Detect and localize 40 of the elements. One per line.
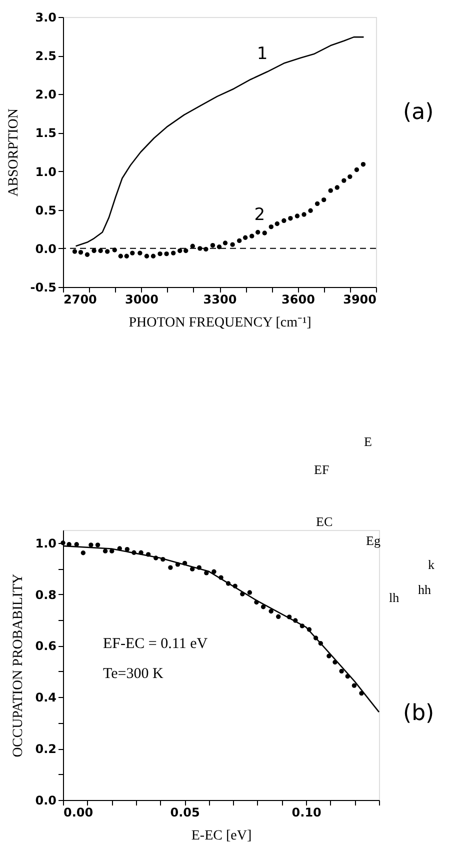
y-tick-label: 3.0 [35, 10, 56, 24]
text: E [364, 434, 372, 449]
series-label: 2 [254, 205, 266, 225]
text: (b) [403, 701, 434, 726]
text: EF [314, 462, 330, 477]
x-tick-label: 3600 [282, 292, 315, 306]
y-tick-label: -0.5 [30, 280, 56, 294]
annotation: Eg [366, 533, 381, 548]
line-series [75, 36, 364, 247]
x-axis-title: PHOTON FREQUENCY [cm⁻¹] [128, 316, 312, 330]
y-tick-label: 1.0 [35, 536, 56, 550]
x-tick-label: 2700 [64, 292, 97, 306]
annotation: EF-EC = 0.11 eV [103, 636, 208, 652]
text: (a) [403, 100, 434, 125]
y-tick-label: 0.6 [35, 639, 56, 654]
text: lh [389, 590, 400, 605]
x-tick-label: 3900 [343, 292, 376, 306]
y-tick-label: 0.2 [35, 742, 56, 756]
text: k [428, 557, 435, 572]
x-axis-title: E-EC [eV] [191, 828, 252, 844]
series-label: 1 [256, 44, 268, 64]
text: hh [418, 582, 432, 597]
y-axis-title: OCCUPATION PROBABILITY [11, 574, 26, 758]
x-tick-label: 0.05 [170, 806, 200, 820]
y-tick-label: 0.0 [35, 242, 56, 256]
x-tick-label: 3000 [125, 292, 158, 306]
y-tick-label: 0.8 [35, 588, 56, 602]
y-tick-label: 2.0 [35, 88, 56, 102]
y-tick-label: 1.0 [35, 164, 56, 179]
y-axis-title: ABSORPTION [6, 108, 22, 196]
x-tick-label: 0.00 [64, 806, 94, 820]
annotation: Te=300 K [103, 666, 164, 682]
text: EC [316, 514, 333, 529]
y-tick-label: 0.5 [35, 203, 56, 218]
x-tick-label: 0.10 [292, 806, 322, 820]
y-tick-label: 0.0 [35, 794, 56, 808]
x-tick-label: 3300 [203, 292, 237, 306]
y-tick-label: 2.5 [35, 49, 56, 64]
y-tick-label: 0.4 [35, 690, 56, 705]
y-tick-label: 1.5 [35, 126, 56, 140]
